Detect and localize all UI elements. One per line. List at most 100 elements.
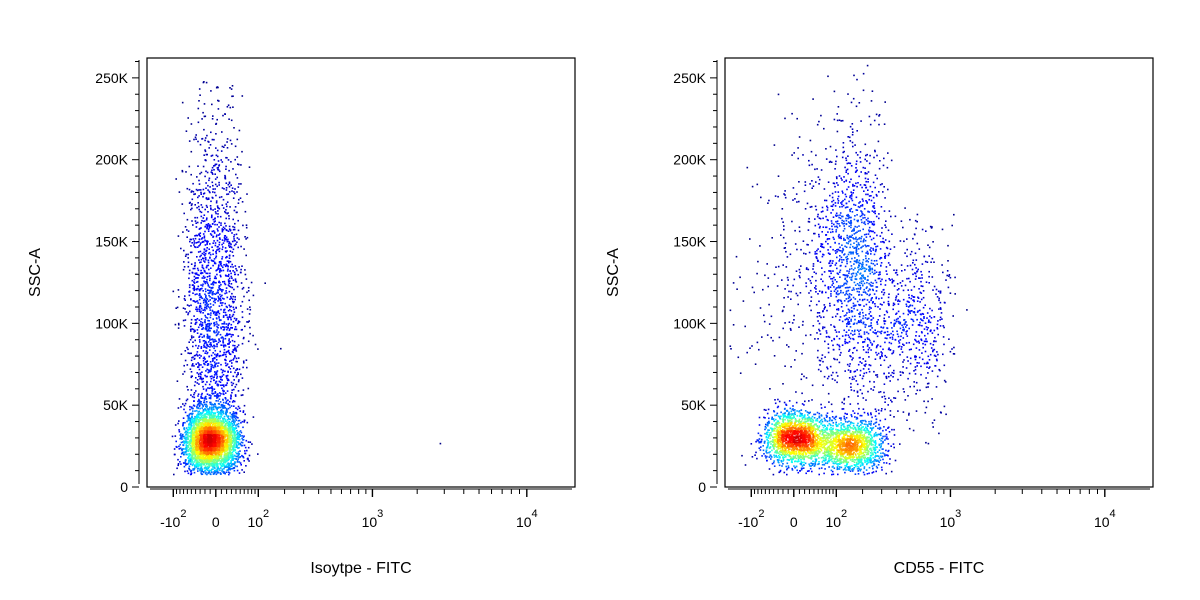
data-point [203,192,206,194]
data-point [206,465,209,468]
data-point [218,181,220,184]
data-point [197,407,199,409]
data-point [222,228,225,231]
data-point [215,442,217,445]
data-point [216,353,219,355]
data-point [190,447,193,450]
data-point [179,434,182,436]
data-point [189,428,191,431]
data-point [216,397,218,399]
data-point [207,455,209,457]
data-point [192,267,195,270]
data-point [216,234,218,236]
data-point [197,413,199,415]
data-point [224,453,226,456]
data-point [202,283,204,286]
data-point [217,230,219,232]
data-point [207,189,209,191]
data-point [241,311,244,313]
data-point [220,393,222,395]
data-point [204,254,206,257]
data-point [228,316,230,319]
data-point [194,293,197,296]
data-point [238,446,240,449]
data-point [230,295,232,298]
data-point [213,293,215,295]
data-point [202,385,204,388]
data-point [200,269,202,272]
data-point [210,342,212,344]
data-point [230,453,233,455]
data-point [227,443,229,446]
data-point [206,276,209,278]
data-point [188,341,190,343]
data-point [188,427,190,429]
data-point [229,286,232,288]
data-point [196,221,199,224]
data-point [219,469,221,472]
data-point [228,243,230,245]
data-point [217,434,220,436]
data-point [189,368,192,370]
data-point [236,346,239,348]
data-point [215,212,217,215]
data-point [205,455,208,457]
data-point [221,354,224,357]
data-point [220,409,222,412]
data-point [221,434,223,437]
data-point [208,429,210,431]
data-point [226,270,229,272]
data-point [202,350,205,352]
data-point [221,459,224,461]
data-point [210,363,212,366]
data-point [201,437,203,439]
data-point [217,428,219,430]
data-point [192,300,195,302]
data-point [211,390,213,392]
data-point [198,241,200,243]
data-point [197,121,200,124]
data-point [220,150,223,152]
data-point [228,431,230,434]
data-point [192,457,194,459]
data-point [196,404,199,406]
data-point [222,389,224,392]
data-point [205,307,208,310]
data-point [231,286,234,289]
data-point [186,398,189,401]
data-point [197,433,199,436]
data-point [203,428,206,431]
data-point [189,417,192,420]
data-point [222,458,225,460]
data-point [224,210,226,213]
data-point [229,360,231,363]
data-point [200,377,203,380]
data-point [193,193,195,196]
data-point [191,337,193,339]
data-point [202,188,205,191]
data-point [212,312,215,315]
data-point [225,414,228,417]
data-point [232,266,234,268]
data-point [194,460,196,462]
data-point [221,445,224,448]
data-point [204,465,207,467]
data-point [174,424,177,426]
data-point [233,427,236,429]
data-point [219,293,221,296]
data-point [206,352,208,355]
data-point [213,472,216,475]
data-point [245,224,248,226]
data-point [193,240,196,242]
data-point [174,453,176,456]
data-point [216,448,218,451]
data-point [178,296,180,298]
data-point [229,328,231,330]
data-point [228,261,230,264]
data-point [203,439,206,441]
data-point [220,368,223,371]
data-point [226,422,228,425]
data-point [197,454,200,456]
data-point [179,443,181,446]
data-point [187,449,190,452]
